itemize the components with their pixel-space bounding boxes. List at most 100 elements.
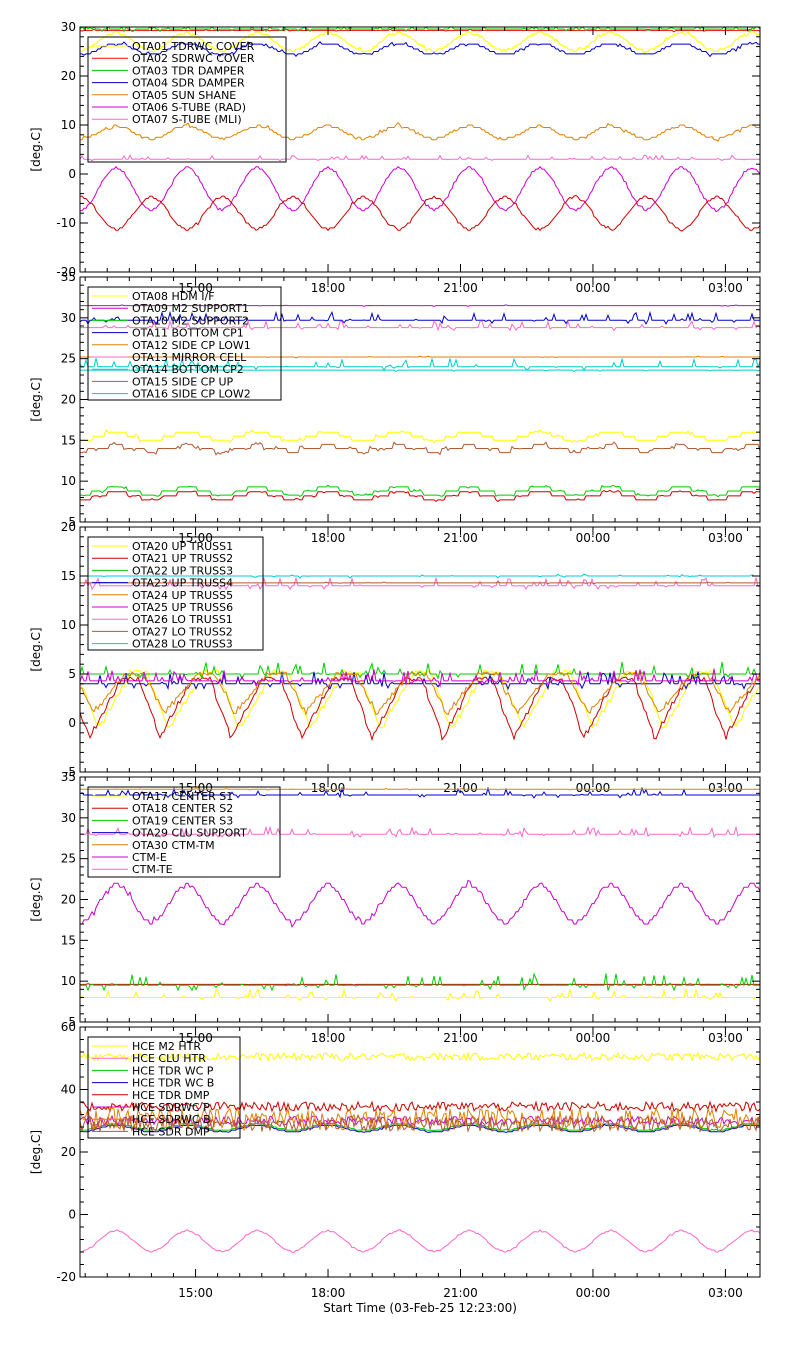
legend-box <box>87 786 281 878</box>
y-tick-label: 10 <box>61 474 76 488</box>
chart-panel-3: -5 0 5 10 15 20 15:00 18:00 21:00 00:00 03:00 [deg.… <box>29 520 761 795</box>
series-line-4 <box>80 671 760 691</box>
x-tick-label: 00:00 <box>576 781 611 795</box>
x-tick-label: 00:00 <box>576 281 611 295</box>
series-line-2 <box>79 675 761 742</box>
y-axis-title: [deg.C] <box>29 627 43 671</box>
x-tick-label: 18:00 <box>311 1031 346 1045</box>
series-line-9 <box>80 368 761 373</box>
series-line-5 <box>80 121 760 142</box>
legend-label: OTA22 UP TRUSS3 <box>132 564 233 577</box>
x-tick-label: 03:00 <box>708 1031 743 1045</box>
series-line-7 <box>80 576 761 591</box>
y-tick-label: 5 <box>68 515 76 529</box>
x-tick-label: 00:00 <box>576 531 611 545</box>
x-tick-label: 03:00 <box>708 1286 743 1300</box>
chart-panel-1: -20 -10 0 10 20 30 15:00 18:00 21:00 00:00 03:00 [d… <box>29 20 761 295</box>
series-line-1 <box>79 429 761 444</box>
y-tick-label: 20 <box>61 893 76 907</box>
legend-label: CTM-E <box>132 851 167 864</box>
y-tick-label: 20 <box>61 393 76 407</box>
legend-label: OTA15 SIDE CP UP <box>132 375 234 388</box>
legend-label: HCE TDR WC B <box>132 1077 214 1090</box>
legend-label: OTA20 UP TRUSS1 <box>132 540 233 553</box>
legend-label: OTA09 M2 SUPPORT1 <box>132 302 249 315</box>
y-tick-label: 35 <box>61 270 76 284</box>
legend-label: OTA04 SDR DAMPER <box>132 77 245 90</box>
legend-box <box>87 536 264 651</box>
series-line-8 <box>79 1114 761 1134</box>
y-tick-label: 30 <box>61 811 76 825</box>
y-tick-label: 10 <box>61 118 76 132</box>
legend-label: OTA23 UP TRUSS4 <box>132 577 233 590</box>
series-group <box>79 786 761 1003</box>
legend-label: OTA17 CENTER S1 <box>132 790 233 803</box>
x-tick-label: 21:00 <box>443 1031 478 1045</box>
chart-panel-5: -20 0 20 40 60 15:00 18:00 21:00 00:00 03:00 [deg.… <box>29 1020 761 1300</box>
series-line-1 <box>80 31 760 55</box>
legend-label: OTA14 BOTTOM CP2 <box>132 363 244 376</box>
x-tick-label: 15:00 <box>178 1286 213 1300</box>
series-line-3 <box>80 972 760 992</box>
series-line-2 <box>80 1229 761 1254</box>
x-axis-title: Start Time (03-Feb-25 12:23:00) <box>323 1301 517 1315</box>
y-tick-label: 60 <box>61 1020 76 1034</box>
x-tick-label: 00:00 <box>576 1031 611 1045</box>
x-tick-label: 21:00 <box>443 531 478 545</box>
x-tick-label: 03:00 <box>708 531 743 545</box>
y-tick-label: 30 <box>61 311 76 325</box>
x-tick-label: 18:00 <box>311 1286 346 1300</box>
x-tick-label: 15:00 <box>178 781 213 795</box>
legend-label: OTA05 SUN SHANE <box>132 89 236 102</box>
y-axis-title: [deg.C] <box>29 127 43 171</box>
legend-label: OTA27 LO TRUSS2 <box>132 625 233 638</box>
y-axis-title: [deg.C] <box>29 377 43 421</box>
series-line-6 <box>80 879 761 928</box>
legend-label: CTM-TE <box>132 863 173 876</box>
legend-label: OTA26 LO TRUSS1 <box>132 613 233 626</box>
legend-label: OTA12 SIDE CP LOW1 <box>132 339 251 352</box>
series-line-5 <box>80 787 760 791</box>
y-tick-label: -20 <box>56 265 76 279</box>
x-tick-label: 15:00 <box>178 1031 213 1045</box>
series-line-8 <box>80 581 760 585</box>
series-line-3 <box>79 26 761 33</box>
y-axis-title: [deg.C] <box>29 1130 43 1174</box>
series-line-3 <box>79 661 760 681</box>
legend-label: HCE SDR DMP <box>132 1125 210 1138</box>
legend-label: OTA03 TDR DAMPER <box>132 64 245 77</box>
y-tick-label: -10 <box>56 216 76 230</box>
x-tick-label: 03:00 <box>708 781 743 795</box>
series-line-1 <box>79 1051 761 1063</box>
legend-label: OTA28 LO TRUSS3 <box>132 638 233 651</box>
x-tick-label: 21:00 <box>443 1286 478 1300</box>
x-tick-label: 00:00 <box>576 1286 611 1300</box>
legend-label: HCE TDR DMP <box>132 1089 210 1102</box>
chart-panel-4: 5 10 15 20 25 30 35 15:00 18:00 21:00 00:00 03:00 [d… <box>29 770 761 1045</box>
series-group <box>79 573 761 742</box>
y-tick-label: 0 <box>68 167 76 181</box>
legend-label: OTA16 SIDE CP LOW2 <box>132 388 251 401</box>
series-line-6 <box>80 319 761 332</box>
series-line-8 <box>80 194 761 232</box>
series-group <box>79 304 761 503</box>
series-line-6 <box>79 668 760 689</box>
y-axis-title: [deg.C] <box>29 877 43 921</box>
legend-box <box>87 1036 241 1139</box>
x-tick-label: 15:00 <box>178 281 213 295</box>
series-line-5 <box>80 355 761 359</box>
legend-label: OTA21 UP TRUSS2 <box>132 552 233 565</box>
legend-label: HCE SDRWC B <box>132 1113 211 1126</box>
legend-label: OTA18 CENTER S2 <box>132 802 233 815</box>
series-group <box>79 26 761 232</box>
y-tick-label: 0 <box>68 1208 76 1222</box>
x-tick-label: 18:00 <box>311 531 346 545</box>
series-line-7 <box>79 154 760 162</box>
y-tick-label: 10 <box>61 974 76 988</box>
legend-label: OTA24 UP TRUSS5 <box>132 589 233 602</box>
series-line-4 <box>79 786 760 799</box>
y-tick-label: 15 <box>61 933 76 947</box>
y-tick-label: 5 <box>68 667 76 681</box>
